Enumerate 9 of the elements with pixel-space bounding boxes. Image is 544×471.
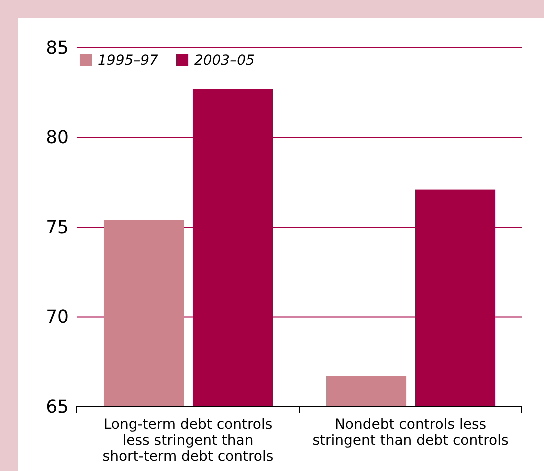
x-tick-label: Nondebt controls less stringent than debt controls xyxy=(312,417,509,449)
legend-label: 1995–97 xyxy=(98,53,159,69)
y-tick-label: 85 xyxy=(46,38,69,59)
y-tick-label: 65 xyxy=(46,396,69,418)
x-tick-label: Long-term debt controls less stringent than short-term debt controls xyxy=(102,417,274,465)
y-tick-label: 80 xyxy=(46,128,69,149)
y-tick-label: 70 xyxy=(46,307,69,328)
legend-label: 2003–05 xyxy=(194,53,255,69)
y-tick-label: 75 xyxy=(46,217,69,238)
